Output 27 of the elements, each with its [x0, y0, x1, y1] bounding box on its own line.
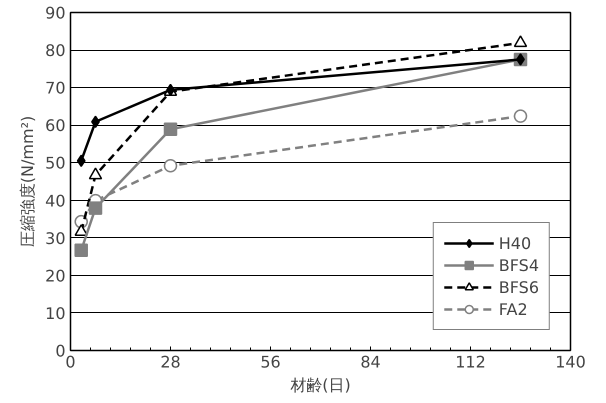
y-tick-label: 20	[45, 266, 66, 286]
y-tick-label: 10	[45, 304, 66, 323]
point	[514, 109, 528, 123]
point	[164, 158, 178, 172]
point	[164, 122, 178, 136]
legend-label: H40	[498, 234, 532, 252]
point	[74, 224, 88, 236]
y-tick-label: 30	[45, 228, 66, 248]
x-tick-label: 140	[555, 352, 586, 372]
y-tick-label: 40	[45, 191, 66, 210]
legend-label: BFS4	[498, 256, 539, 274]
y-tick-label: 60	[45, 116, 66, 136]
y-tick-label: 80	[45, 41, 66, 60]
y-tick-label: 70	[45, 78, 66, 98]
point	[76, 154, 86, 168]
point	[88, 201, 102, 215]
x-tick-label: 56	[260, 352, 281, 372]
x-tick-label: 112	[455, 352, 486, 372]
x-tick-label: 28	[160, 352, 181, 372]
y-axis-title: 圧縮強度(N/mm²)	[18, 116, 38, 248]
point	[74, 243, 88, 257]
y-tick-label: 90	[45, 4, 66, 22]
x-tick-label: 84	[360, 352, 381, 372]
legend-label: FA2	[498, 300, 528, 318]
y-tick-label: 50	[45, 154, 66, 173]
x-axis-title: 材齢(日)	[289, 376, 351, 394]
legend-label: BFS6	[498, 278, 539, 296]
